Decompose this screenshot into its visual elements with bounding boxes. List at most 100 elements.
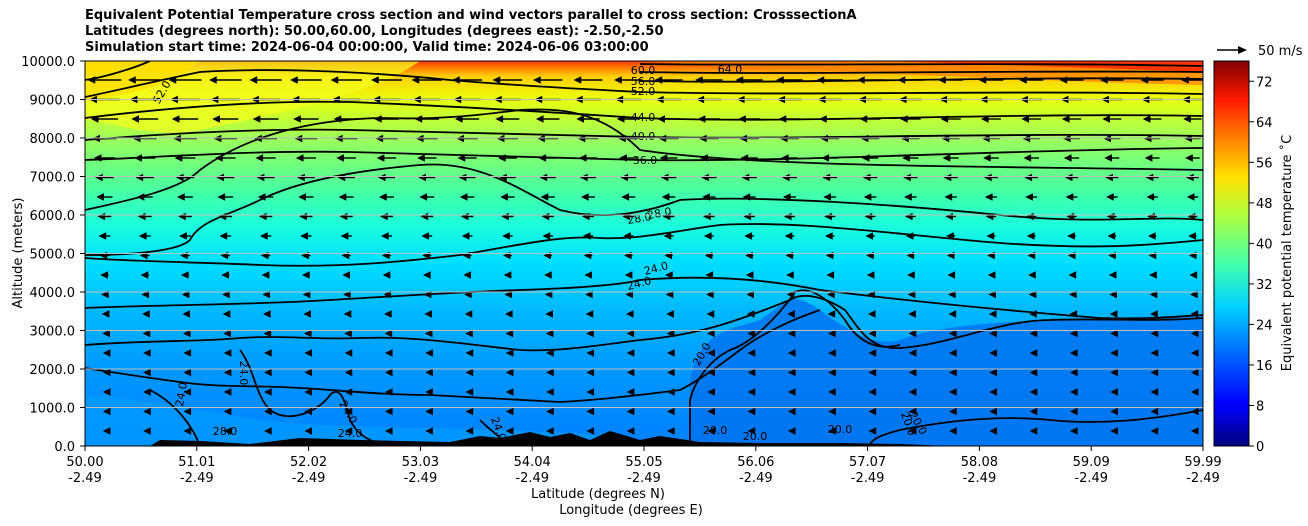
contour-line [85,128,1203,141]
wind-vector-head [264,368,272,377]
x-tick-lon: -2.49 [515,471,549,486]
wind-vector-head [179,232,187,240]
wind-vector-head [382,271,391,279]
contour-label: 52.0 [631,85,656,98]
wind-vector-head [623,232,631,240]
wind-vector-head [1147,232,1156,240]
wind-vector-head [181,271,189,279]
wind-vector-head [828,329,836,338]
wind-vector-head [102,427,111,435]
wind-vector-head [1069,349,1078,357]
wind-vector-head [697,115,706,123]
wind-vector-head [505,388,514,396]
wind-vector-head [626,349,635,357]
wind-vector-head [546,427,554,435]
contour-label: 24.0 [338,427,363,440]
wind-vector-head [983,154,991,162]
colorbar-tick-label: 72 [1256,75,1273,90]
wind-vector-head [545,310,553,318]
wind-vector-head [1108,271,1117,279]
wind-vector-head [384,407,393,416]
wind-vector-head [1021,115,1030,123]
wind-vector-head [1029,427,1038,435]
wind-vector-head [174,154,183,162]
wind-vector-head [1065,193,1074,201]
wind-vector-head [908,310,916,318]
wind-vector-head [947,271,956,279]
colorbar-tick-label: 16 [1256,359,1273,374]
wind-vector-head [859,115,868,123]
wind-vector-head [626,368,635,377]
wind-vector-head [505,349,514,357]
wind-vector-head [546,388,554,396]
wind-vector-head [535,115,544,123]
wind-vector-head [171,115,180,123]
wind-vector-head [140,271,149,279]
x-tick-lat: 57.07 [849,455,886,470]
wind-vector-head [177,193,185,201]
x-tick-lat: 51.01 [178,455,215,470]
wind-vector-head [1028,290,1037,299]
wind-vector-head [134,154,142,162]
wind-vector-head [424,310,432,318]
x-tick-lat: 55.05 [625,455,662,470]
wind-vector-head [546,349,554,357]
wind-vector-head [504,290,513,299]
contour-label: 24.0 [173,381,190,407]
terrain [150,431,950,446]
y-tick-label: 6000.0 [30,209,76,224]
colorbar-tick-label: 56 [1256,156,1273,171]
contour-line [869,409,1203,446]
contour-label: 24.0 [643,259,670,278]
wind-vector-head [425,368,433,377]
wind-vector-head [183,407,192,416]
wind-vector-head [303,329,312,338]
wind-vector-head [1189,271,1198,279]
x-tick-lat: 53.03 [402,455,439,470]
x-tick-lon: -2.49 [627,471,661,486]
wind-vector-head [1063,154,1072,162]
wind-vector-head [464,290,472,299]
wind-vector-head [344,329,352,338]
wind-vector-head [987,271,996,279]
wind-vector-head [1069,329,1078,338]
wind-vector-head [787,329,796,338]
colorbar-tick-label: 8 [1256,399,1264,414]
wind-vector-head [1068,271,1077,279]
wind-vector-head [102,349,111,357]
x-tick-lat: 52.02 [290,455,327,470]
wind-vector-head [1150,368,1159,377]
y-axis-label: Altitude (meters) [11,198,26,309]
chart-title: Equivalent Potential Temperature cross s… [85,8,857,55]
wind-vector-head [980,115,989,123]
x-axis-label-lon: Longitude (degrees E) [559,503,703,518]
wind-vector-head [667,407,675,416]
wind-vector-head [101,310,110,318]
contour-label: 40.0 [631,130,656,143]
wind-vector-head [344,388,353,396]
wind-vector-head [989,368,998,377]
wind-vector-head [978,76,987,84]
wind-vector-head [586,407,595,416]
wind-vector-head [96,193,104,201]
wind-vector-head [746,290,755,299]
wind-vector-head [1100,76,1108,84]
wind-vector-head [342,271,350,279]
wind-vector-head [740,154,749,162]
wind-vector-head [747,349,756,357]
wind-vector-head [544,290,553,299]
y-axis: 0.0 1000.0 2000.0 3000.0 4000.0 5000.0 6000.0 7… [21,55,85,455]
wind-vector-head [249,76,258,84]
wind-vector-head [782,193,791,201]
wind-vector-head [661,193,670,201]
contour-label: 60.0 [631,64,656,77]
wind-vector-head [586,427,595,435]
wind-vector-head [867,290,876,299]
wind-vector-head [576,115,585,123]
wind-vector-head [786,290,795,299]
wind-vector-head [264,427,272,435]
wind-vector-head [1026,232,1035,240]
wind-vector-head [868,427,877,435]
wind-vector-head [659,154,668,162]
wind-vector-head [381,232,389,240]
